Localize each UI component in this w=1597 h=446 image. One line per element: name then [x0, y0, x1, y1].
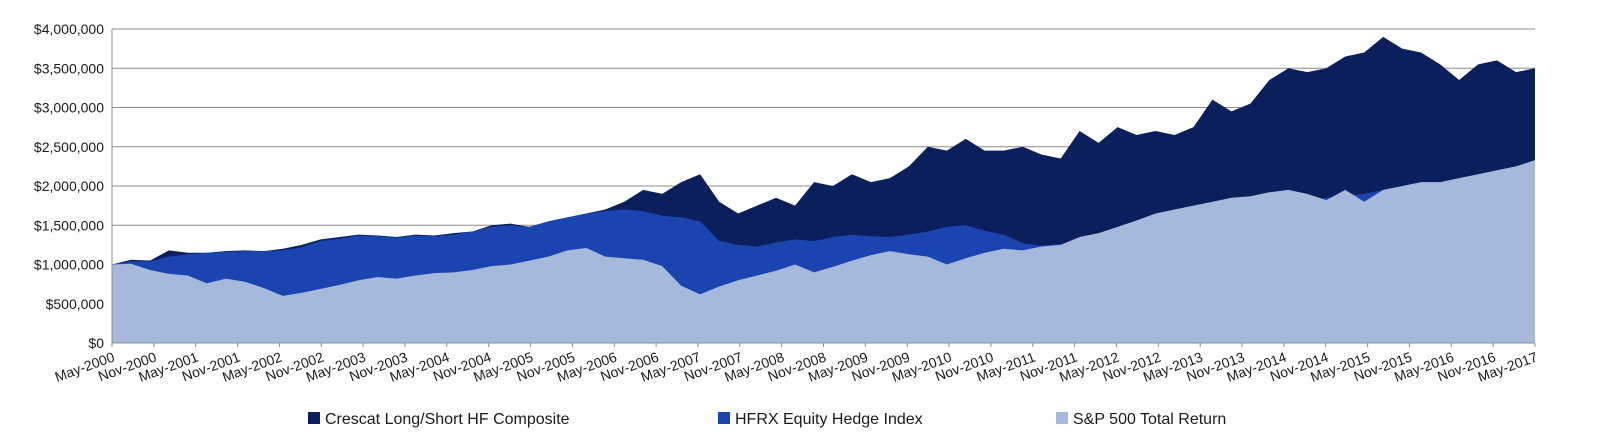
legend-swatch-crescat	[308, 412, 320, 424]
y-tick-label: $4,000,000	[34, 21, 104, 37]
y-tick-label: $2,000,000	[34, 178, 104, 194]
legend-label-crescat: Crescat Long/Short HF Composite	[325, 411, 570, 428]
y-tick-label: $1,500,000	[34, 217, 104, 233]
legend-label-sp500: S&P 500 Total Return	[1073, 411, 1226, 428]
axes	[111, 29, 1536, 347]
legend-swatch-sp500	[1056, 412, 1068, 424]
x-tick-labels: May-2000Nov-2000May-2001Nov-2001May-2002…	[53, 348, 1540, 384]
legend: Crescat Long/Short HF Composite HFRX Equ…	[308, 411, 1226, 428]
y-tick-label: $500,000	[46, 296, 105, 312]
y-tick-label: $2,500,000	[34, 139, 104, 155]
y-tick-label: $1,000,000	[34, 257, 104, 273]
y-tick-label: $3,500,000	[34, 60, 104, 76]
legend-label-hfrx: HFRX Equity Hedge Index	[735, 411, 923, 428]
legend-swatch-hfrx	[718, 412, 730, 424]
area-series	[112, 36, 1535, 343]
y-tick-label: $3,000,000	[34, 100, 104, 116]
y-tick-label: $0	[88, 335, 104, 351]
area-sp500	[112, 160, 1535, 343]
y-tick-labels: $0 $500,000 $1,000,000 $1,500,000 $2,000,000…	[34, 21, 104, 351]
